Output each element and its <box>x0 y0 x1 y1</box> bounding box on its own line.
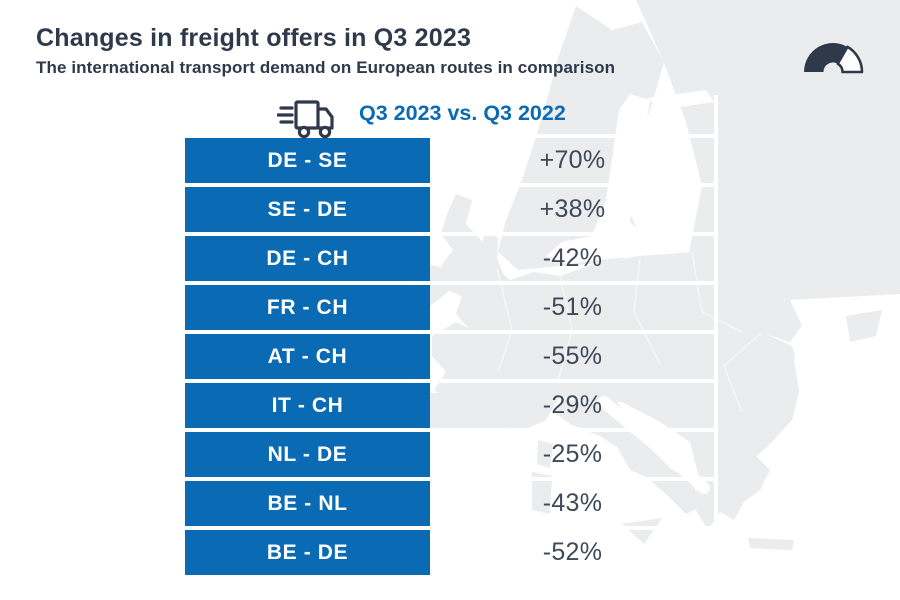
page-subtitle: The international transport demand on Eu… <box>36 58 616 77</box>
truck-icon <box>276 97 339 139</box>
table-header: Q3 2023 vs. Q3 2022 <box>185 95 715 139</box>
table-row: NL - DE -25% <box>185 432 715 481</box>
table-row: AT - CH -55% <box>185 334 715 383</box>
route-cell: BE - DE <box>185 530 430 575</box>
table-row: DE - CH -42% <box>185 236 715 285</box>
route-cell: BE - NL <box>185 481 430 526</box>
route-cell: NL - DE <box>185 432 430 477</box>
change-value: -52% <box>542 538 603 566</box>
route-cell: IT - CH <box>185 383 430 428</box>
comparison-label: Q3 2023 vs. Q3 2022 <box>359 101 566 125</box>
route-cell: SE - DE <box>185 187 430 232</box>
speedometer-gauge-icon <box>804 43 864 74</box>
route-cell: FR - CH <box>185 285 430 330</box>
table-row: IT - CH -29% <box>185 383 715 432</box>
change-value: -42% <box>542 244 603 272</box>
table-row: BE - NL -43% <box>185 481 715 530</box>
route-cell: DE - CH <box>185 236 430 281</box>
route-cell: DE - SE <box>185 138 430 183</box>
change-value: -43% <box>542 489 603 517</box>
change-value: +38% <box>539 195 606 223</box>
freight-change-table: Q3 2023 vs. Q3 2022 DE - SE +70% SE - DE… <box>185 95 715 575</box>
route-cell: AT - CH <box>185 334 430 379</box>
column-divider <box>714 95 718 575</box>
table-row: FR - CH -51% <box>185 285 715 334</box>
table-row: SE - DE +38% <box>185 187 715 236</box>
change-value: -29% <box>542 391 603 419</box>
table-row: DE - SE +70% <box>185 138 715 187</box>
table-row: BE - DE -52% <box>185 530 715 575</box>
change-value: -25% <box>542 440 603 468</box>
change-value: -55% <box>542 342 603 370</box>
change-value: -51% <box>542 293 603 321</box>
change-value: +70% <box>539 146 606 174</box>
logo <box>800 34 866 76</box>
page-title: Changes in freight offers in Q3 2023 <box>36 24 472 52</box>
